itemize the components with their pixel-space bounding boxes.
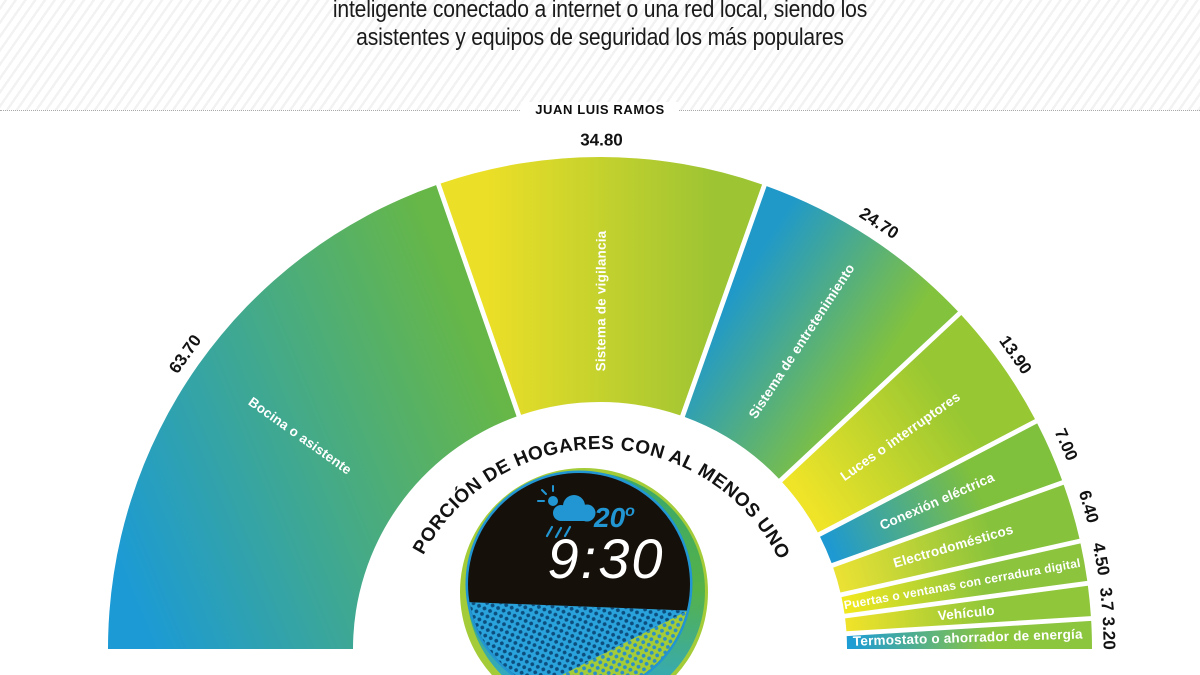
sun-cloud-rain-icon <box>537 485 596 539</box>
chart-segment <box>846 620 1092 649</box>
speaker-grille <box>468 601 690 675</box>
segment-value: 7.00 <box>1051 426 1082 464</box>
segment-value: 6.40 <box>1075 488 1102 525</box>
byline: JUAN LUIS RAMOS <box>0 101 1200 119</box>
chart-segment <box>684 186 958 479</box>
headline-line-1: inteligente conectado a internet o una r… <box>332 0 868 23</box>
segment-value: 3.20 <box>1099 616 1119 650</box>
chart-segment <box>833 484 1080 593</box>
temperature-readout: 20o <box>593 502 635 533</box>
chart-segment <box>841 543 1088 614</box>
headline-line-2: asistentes y equipos de seguridad los má… <box>356 24 844 51</box>
chart-segment <box>440 156 763 416</box>
time-readout: 9:30 <box>548 527 665 590</box>
chart-segment <box>845 585 1091 632</box>
segments-group <box>108 156 1092 649</box>
segment-value: 34.80 <box>580 130 623 149</box>
segment-label: Termostato o ahorrador de energía <box>853 626 1084 648</box>
chart-segment <box>108 185 517 649</box>
smart-clock-illustration: 20o 9:30 <box>460 468 708 675</box>
segment-value: 4.50 <box>1089 541 1114 577</box>
chart-segment <box>820 423 1063 564</box>
segment-value: 3.7 <box>1096 587 1117 612</box>
segment-label: Vehículo <box>937 603 995 624</box>
byline-author: JUAN LUIS RAMOS <box>521 102 679 117</box>
chart-segment <box>782 315 1035 533</box>
segment-label: Sistema de vigilancia <box>593 230 608 371</box>
headline: inteligente conectado a internet o una r… <box>72 0 1128 52</box>
hatched-header-band <box>0 0 1200 111</box>
